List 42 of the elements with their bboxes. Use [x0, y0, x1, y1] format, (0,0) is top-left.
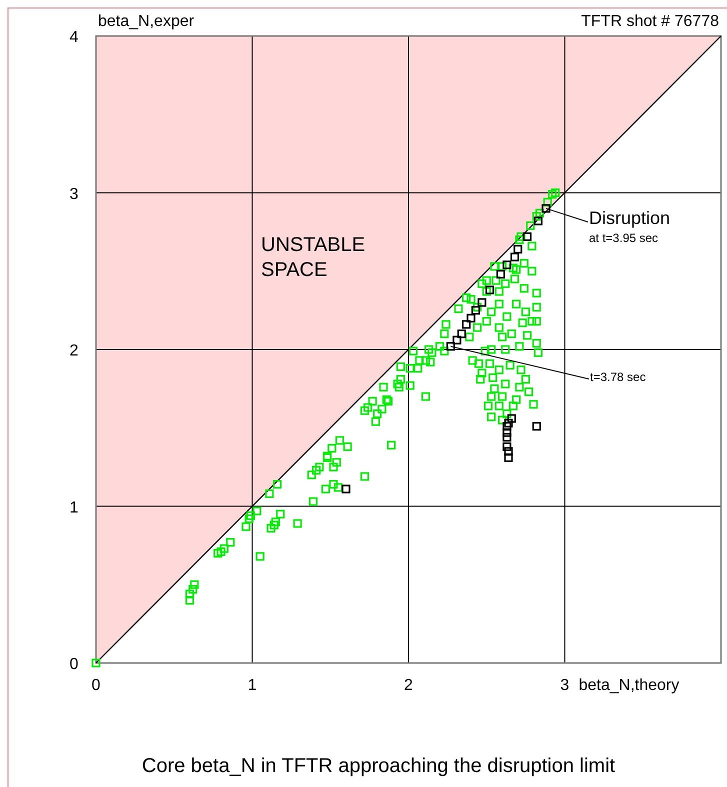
point: [342, 484, 350, 494]
annotation: Disruption: [589, 208, 670, 228]
point: [504, 447, 513, 456]
point: [462, 320, 471, 329]
y-tick-label: 3: [70, 186, 79, 203]
point: [534, 216, 542, 226]
point: [542, 204, 550, 213]
point: [504, 418, 513, 428]
annotation: UNSTABLE SPACE: [261, 234, 366, 281]
annotation: at t=3.95 sec: [589, 231, 658, 245]
point: [471, 306, 480, 315]
x-tick-label: 1: [248, 677, 257, 694]
point: [485, 286, 494, 294]
y-axis-title: beta_N,exper: [98, 13, 195, 30]
point: [504, 453, 513, 462]
point: [457, 330, 466, 338]
point: [510, 252, 520, 262]
point: [514, 244, 522, 254]
point: [478, 298, 486, 307]
y-tick-label: 0: [70, 656, 79, 673]
annotation: t=3.78 sec: [590, 370, 646, 384]
point: [496, 270, 505, 279]
point: [502, 422, 512, 431]
point: [502, 428, 512, 437]
x-tick-label: 0: [92, 677, 101, 694]
x-tick-label: 2: [404, 677, 414, 694]
point: [466, 314, 476, 322]
y-tick-label: 4: [70, 29, 79, 46]
point: [507, 414, 516, 423]
point: [502, 432, 512, 442]
point: [452, 336, 462, 344]
x-tick-label: 3: [560, 677, 570, 694]
x-axis-title: beta_N,theory: [578, 677, 680, 694]
y-tick-label: 1: [70, 499, 79, 516]
point: [446, 342, 455, 351]
point: [502, 442, 512, 451]
text: Core beta_N in TFTR approaching the disruption limit: [142, 755, 616, 777]
point: [502, 260, 512, 270]
chart-subtitle: TFTR shot # 76778: [581, 13, 720, 30]
point: [532, 422, 541, 431]
y-tick-label: 2: [70, 342, 79, 360]
point: [522, 232, 532, 241]
